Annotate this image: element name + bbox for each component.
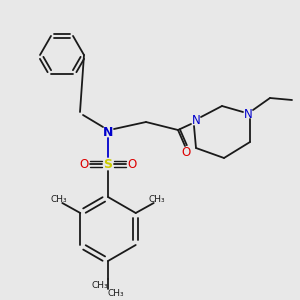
Text: N: N — [103, 125, 113, 139]
Text: CH₃: CH₃ — [148, 194, 165, 203]
Text: S: S — [103, 158, 112, 170]
Text: O: O — [80, 158, 88, 170]
Text: O: O — [128, 158, 136, 170]
Text: CH₃: CH₃ — [51, 194, 68, 203]
Text: N: N — [244, 107, 252, 121]
Text: CH₃: CH₃ — [108, 289, 124, 298]
Text: N: N — [192, 113, 200, 127]
Text: CH₃: CH₃ — [92, 280, 108, 290]
Text: O: O — [182, 146, 190, 158]
